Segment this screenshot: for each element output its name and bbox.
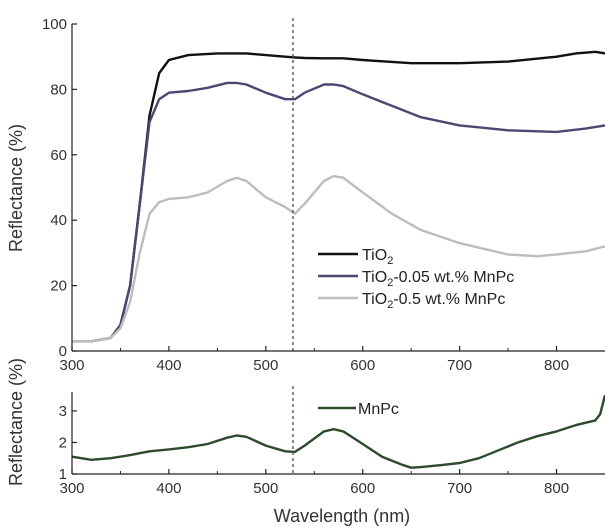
y-tick-label: 100 (42, 16, 67, 33)
x-tick-label: 500 (253, 357, 278, 374)
legend-label: TiO2-0.5 wt.% MnPc (362, 291, 505, 311)
y-tick-label: 3 (59, 403, 67, 420)
x-tick-label: 800 (544, 357, 569, 374)
series-line-1-0 (71, 394, 605, 469)
x-tick-label: 300 (59, 357, 84, 374)
y-tick-label: 2 (59, 434, 67, 451)
bottom-series-lines (71, 394, 605, 469)
x-axis-label: Wavelength (nm) (274, 506, 410, 526)
series-line-0-1 (72, 81, 605, 343)
y-tick-label: 60 (50, 147, 67, 164)
bottom-panel: 300 400 500 600 700 800 1 2 3 MnPc Reflectance (… (6, 358, 605, 526)
y-tick-label: 1 (59, 466, 67, 483)
x-tick-label: 600 (350, 357, 375, 374)
top-series-lines (72, 50, 605, 343)
y-tick-label: 20 (50, 278, 67, 295)
x-tick-label: 800 (544, 480, 569, 497)
series-line-0-2 (72, 174, 605, 343)
legend-label: MnPc (358, 401, 399, 418)
y-tick-label: 40 (50, 212, 67, 229)
x-tick-label: 700 (447, 480, 472, 497)
bottom-ticks: 300 400 500 600 700 800 1 2 3 (59, 403, 569, 497)
y-tick-label: 80 (50, 81, 67, 98)
x-tick-label: 600 (350, 480, 375, 497)
top-y-axis-label: Reflectance (%) (6, 124, 26, 252)
x-tick-label: 300 (59, 480, 84, 497)
bottom-legend: MnPc (318, 401, 399, 418)
legend-label: TiO2-0.05 wt.% MnPc (362, 269, 514, 289)
x-tick-label: 400 (156, 357, 181, 374)
x-tick-label: 500 (253, 480, 278, 497)
x-tick-label: 700 (447, 357, 472, 374)
bottom-y-axis-label: Reflectance (%) (6, 358, 26, 486)
x-tick-label: 400 (156, 480, 181, 497)
y-tick-label: 0 (59, 343, 67, 360)
top-ticks: 300 400 500 600 700 800 0 20 40 60 80 100 (42, 16, 569, 374)
legend-label: TiO2 (362, 247, 393, 267)
